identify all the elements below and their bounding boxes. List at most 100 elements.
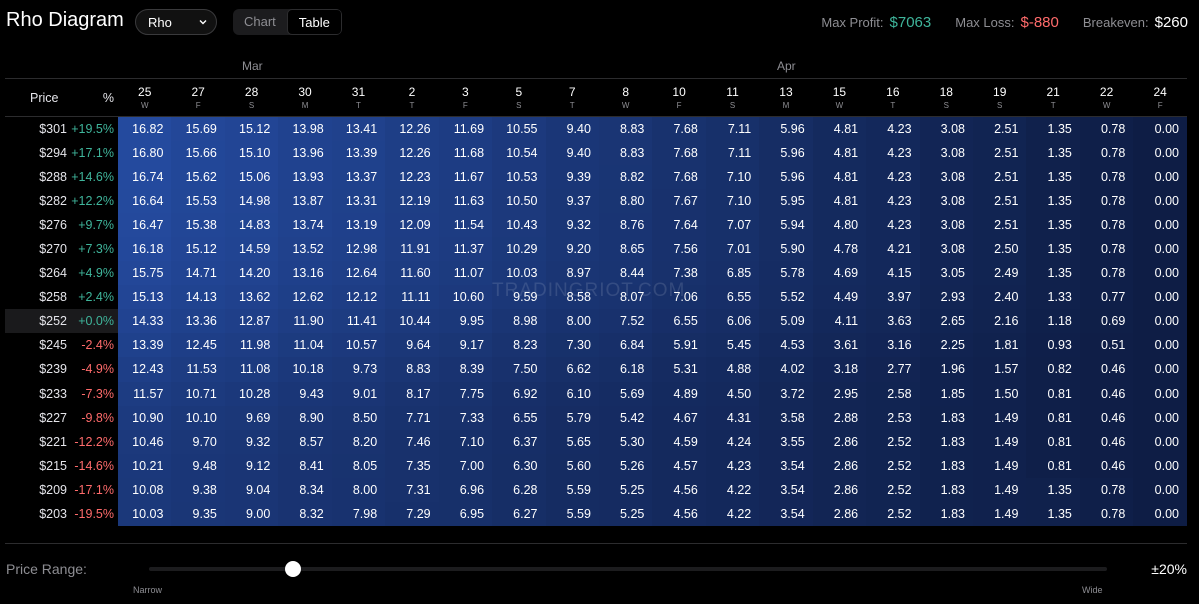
rho-cell: 2.77 <box>866 357 920 382</box>
rho-cell: 7.29 <box>385 502 439 527</box>
rho-cell: 4.49 <box>812 285 867 310</box>
rho-cell: 0.00 <box>1133 309 1187 334</box>
rho-cell: 15.38 <box>171 212 225 237</box>
table-header-row: Price% 25 W 27 F 28 S 30 M 31 T 2 T 3 F 5 S 7 T 8 W 10 F 11 S 13 M… <box>5 78 1187 117</box>
rho-cell: 4.81 <box>812 116 867 141</box>
rho-cell: 12.19 <box>385 188 439 213</box>
rho-cell: 6.92 <box>492 381 546 406</box>
tab-table[interactable]: Table <box>286 9 342 35</box>
rho-cell: 11.60 <box>385 261 439 286</box>
rho-cell: 8.83 <box>385 357 439 382</box>
rho-cell: 4.56 <box>652 477 706 502</box>
date-weekday: S <box>997 101 1003 110</box>
rho-cell: 4.59 <box>652 429 706 454</box>
rho-cell: 13.37 <box>331 164 386 189</box>
rho-cell: 2.16 <box>973 309 1027 334</box>
rho-cell: 8.76 <box>598 212 653 237</box>
rho-cell: 0.78 <box>1079 116 1134 141</box>
rho-cell: 4.15 <box>866 261 920 286</box>
rho-cell: 0.00 <box>1133 236 1187 262</box>
rho-cell: 7.31 <box>385 477 439 502</box>
rho-cell: 9.37 <box>545 188 599 213</box>
rho-cell: 11.37 <box>438 236 493 262</box>
greek-select[interactable]: Rho <box>135 9 217 35</box>
greek-select-value: Rho <box>148 14 172 30</box>
date-day: 18 <box>939 85 953 99</box>
rho-cell: 11.57 <box>118 381 172 406</box>
rho-cell: 12.87 <box>224 309 279 334</box>
rho-cell: 10.03 <box>118 502 172 527</box>
chevron-down-icon <box>199 20 207 25</box>
row-percent: +4.9% <box>78 266 114 281</box>
rho-cell: 1.35 <box>1026 188 1080 213</box>
rho-cell: 3.55 <box>759 429 813 454</box>
rho-cell: 11.11 <box>385 285 439 310</box>
rho-cell: 0.46 <box>1079 381 1134 406</box>
rho-cell: 5.90 <box>759 236 813 262</box>
rho-cell: 4.81 <box>812 164 867 189</box>
rho-cell: 1.49 <box>973 429 1027 454</box>
price-range-label: Price Range: <box>6 561 87 577</box>
rho-cell: 5.69 <box>598 381 653 406</box>
rho-cell: 7.11 <box>705 116 760 141</box>
rho-cell: 14.59 <box>224 236 279 262</box>
table-row: $282 +12.2% 16.64 15.53 14.98 13.87 13.31 12.19… <box>5 188 1187 213</box>
rho-cell: 3.05 <box>919 261 973 286</box>
price-range-slider-thumb[interactable] <box>284 561 301 577</box>
rho-cell: 0.78 <box>1079 477 1134 502</box>
rho-cell: 1.35 <box>1026 116 1080 141</box>
rho-cell: 12.45 <box>171 333 225 358</box>
rho-cell: 0.00 <box>1133 453 1187 478</box>
rho-cell: 2.65 <box>919 309 973 334</box>
rho-cell: 11.90 <box>278 309 332 334</box>
rho-cell: 10.46 <box>118 429 172 454</box>
rho-cell: 12.62 <box>278 285 332 310</box>
tab-chart[interactable]: Chart <box>244 14 276 29</box>
rho-cell: 3.97 <box>866 285 920 310</box>
max-loss-label: Max Loss: <box>955 15 1015 30</box>
rho-cell: 8.41 <box>278 453 332 478</box>
rho-cell: 2.88 <box>812 405 867 430</box>
rho-cell: 14.20 <box>224 261 279 286</box>
row-price: $203 <box>39 507 67 522</box>
row-percent: +7.3% <box>78 242 114 257</box>
rho-cell: 2.53 <box>866 405 920 430</box>
rho-cell: 0.00 <box>1133 502 1187 527</box>
date-day: 21 <box>1046 85 1060 99</box>
rho-cell: 4.53 <box>759 333 813 358</box>
rho-cell: 6.28 <box>492 477 546 502</box>
rho-cell: 6.62 <box>545 357 599 382</box>
rho-cell: 10.55 <box>492 116 546 141</box>
rho-cell: 0.00 <box>1133 429 1187 454</box>
rho-cell: 7.11 <box>705 140 760 165</box>
rho-cell: 16.18 <box>118 236 172 262</box>
price-range-slider-track[interactable] <box>149 567 1107 571</box>
row-percent: -17.1% <box>74 482 114 497</box>
rho-cell: 4.88 <box>705 357 760 382</box>
rho-cell: 1.83 <box>919 429 973 454</box>
rho-cell: 0.69 <box>1079 309 1134 334</box>
date-weekday: W <box>621 101 630 110</box>
rho-cell: 11.67 <box>438 164 493 189</box>
rho-cell: 1.83 <box>919 453 973 478</box>
date-column-header: 18 S <box>919 78 973 117</box>
date-weekday: M <box>782 101 790 110</box>
rho-cell: 7.52 <box>598 309 653 334</box>
rho-cell: 8.98 <box>492 309 546 334</box>
row-percent: -4.9% <box>81 362 114 377</box>
date-column-header: 25 W <box>118 78 172 117</box>
rho-cell: 0.51 <box>1079 333 1134 358</box>
date-weekday: W <box>1102 101 1111 110</box>
rho-cell: 5.26 <box>598 453 653 478</box>
rho-cell: 7.30 <box>545 333 599 358</box>
rho-cell: 3.08 <box>919 188 973 213</box>
table-row: $203 -19.5% 10.03 9.35 9.00 8.32 7.98 7.29 6.95 6… <box>5 502 1187 527</box>
breakeven-label: Breakeven: <box>1082 15 1149 30</box>
rho-cell: 6.27 <box>492 502 546 527</box>
rho-cell: 8.83 <box>598 140 653 165</box>
rho-cell: 9.64 <box>385 333 439 358</box>
rho-cell: 2.52 <box>866 502 920 527</box>
